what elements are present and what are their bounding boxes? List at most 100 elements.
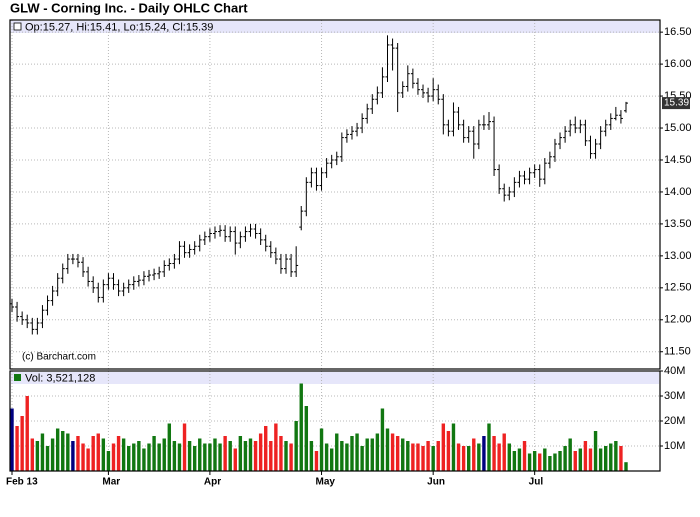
- volume-bar: [243, 441, 248, 471]
- volume-bar: [482, 436, 486, 471]
- volume-bar: [426, 441, 430, 471]
- volume-bar: [294, 421, 298, 471]
- volume-bar: [461, 446, 466, 471]
- volume-bar: [619, 446, 623, 471]
- volume-bar: [25, 396, 29, 471]
- volume-bar: [593, 431, 598, 471]
- volume-bar: [380, 408, 385, 471]
- price-key: [13, 22, 22, 31]
- volume-bar: [375, 433, 380, 471]
- volume-bar: [218, 443, 222, 471]
- y-tick-label: 12.00: [664, 314, 692, 326]
- volume-bar: [20, 416, 24, 471]
- volume-bar: [111, 443, 116, 471]
- volume-bar: [66, 433, 70, 471]
- volume-bar: [598, 448, 603, 471]
- volume-key: [14, 374, 21, 381]
- volume-bar: [45, 446, 50, 471]
- x-tick-label: Jun: [427, 477, 445, 488]
- volume-bar: [390, 433, 395, 471]
- volume-bar: [416, 443, 420, 471]
- y-tick-label: 12.50: [664, 282, 692, 294]
- volume-bar: [517, 448, 522, 471]
- x-tick-label: Apr: [204, 477, 221, 488]
- y-tick-label: 11.50: [664, 346, 691, 358]
- volume-bar: [345, 443, 349, 471]
- volume-bar: [299, 383, 303, 471]
- volume-bar: [543, 448, 547, 471]
- volume-bar: [81, 443, 85, 471]
- price-panel: [10, 20, 660, 369]
- volume-bar: [512, 451, 517, 471]
- price-frame: [9, 19, 661, 370]
- volume-bar: [385, 428, 390, 471]
- volume-bar: [10, 408, 14, 471]
- volume-bar: [91, 436, 95, 471]
- chart-title: GLW - Corning Inc. - Daily OHLC Chart: [10, 0, 248, 15]
- volume-frame: [9, 370, 661, 472]
- volume-bar: [522, 441, 527, 471]
- y-tick-label: 40M: [664, 365, 685, 377]
- volume-bar: [507, 443, 511, 471]
- volume-bar: [147, 443, 151, 471]
- volume-bar: [274, 423, 278, 471]
- price-header: [11, 21, 659, 33]
- volume-bar: [472, 438, 476, 471]
- volume-bar: [360, 446, 364, 471]
- volume-bar: [441, 423, 446, 471]
- volume-bar: [157, 443, 161, 471]
- volume-bar: [106, 451, 111, 471]
- volume-bar: [116, 436, 121, 471]
- x-tick-label: May: [316, 477, 336, 488]
- volume-bar: [538, 453, 542, 471]
- volume-bar: [527, 453, 532, 471]
- volume-bar: [55, 428, 60, 471]
- volume-bar: [497, 443, 501, 471]
- y-tick-label: 13.00: [664, 250, 692, 262]
- y-tick-label: 30M: [664, 390, 685, 402]
- volume-bar: [76, 436, 80, 471]
- volume-bar: [558, 451, 562, 471]
- volume-bar: [604, 446, 608, 471]
- volume-bar: [15, 426, 19, 471]
- volume-bar: [395, 436, 400, 471]
- volume-bar: [436, 441, 440, 471]
- volume-bar: [203, 443, 207, 471]
- volume-bar: [548, 456, 552, 471]
- volume-bar: [30, 438, 34, 471]
- last-price-label: 15.39: [664, 98, 689, 109]
- volume-bar: [198, 438, 202, 471]
- y-tick-label: 14.50: [664, 154, 692, 166]
- volume-bar: [50, 438, 55, 471]
- volume-bar: [421, 446, 425, 471]
- volume-bar: [355, 433, 359, 471]
- volume-bar: [431, 446, 435, 471]
- volume-bar: [187, 441, 192, 471]
- volume-bar: [167, 423, 172, 471]
- y-tick-label: 16.50: [664, 26, 692, 38]
- volume-bar: [121, 438, 126, 471]
- volume-bar: [182, 423, 187, 471]
- volume-bar: [253, 441, 258, 471]
- volume-bar: [329, 448, 334, 471]
- volume-bar: [487, 423, 491, 471]
- volume-bar: [289, 443, 293, 471]
- volume-bar: [279, 436, 283, 471]
- volume-bar: [614, 441, 618, 471]
- volume-bar: [192, 446, 197, 471]
- volume-bar: [96, 433, 100, 471]
- volume-bar: [466, 446, 471, 471]
- y-tick-label: 13.50: [664, 218, 692, 230]
- volume-bar: [269, 441, 273, 471]
- volume-bar: [319, 428, 324, 471]
- volume-bar: [142, 448, 146, 471]
- volume-bar: [284, 441, 288, 471]
- y-tick-label: 10M: [664, 440, 685, 452]
- plot-layer: 11.50 12.00 12.50 13.00 13.50 14.00 14.50 15.00…: [6, 20, 692, 488]
- volume-bar: [127, 446, 131, 471]
- y-tick-label: 15.00: [664, 122, 692, 134]
- volume-bar: [208, 443, 212, 471]
- volume-bar: [324, 443, 329, 471]
- volume-bar: [213, 438, 217, 471]
